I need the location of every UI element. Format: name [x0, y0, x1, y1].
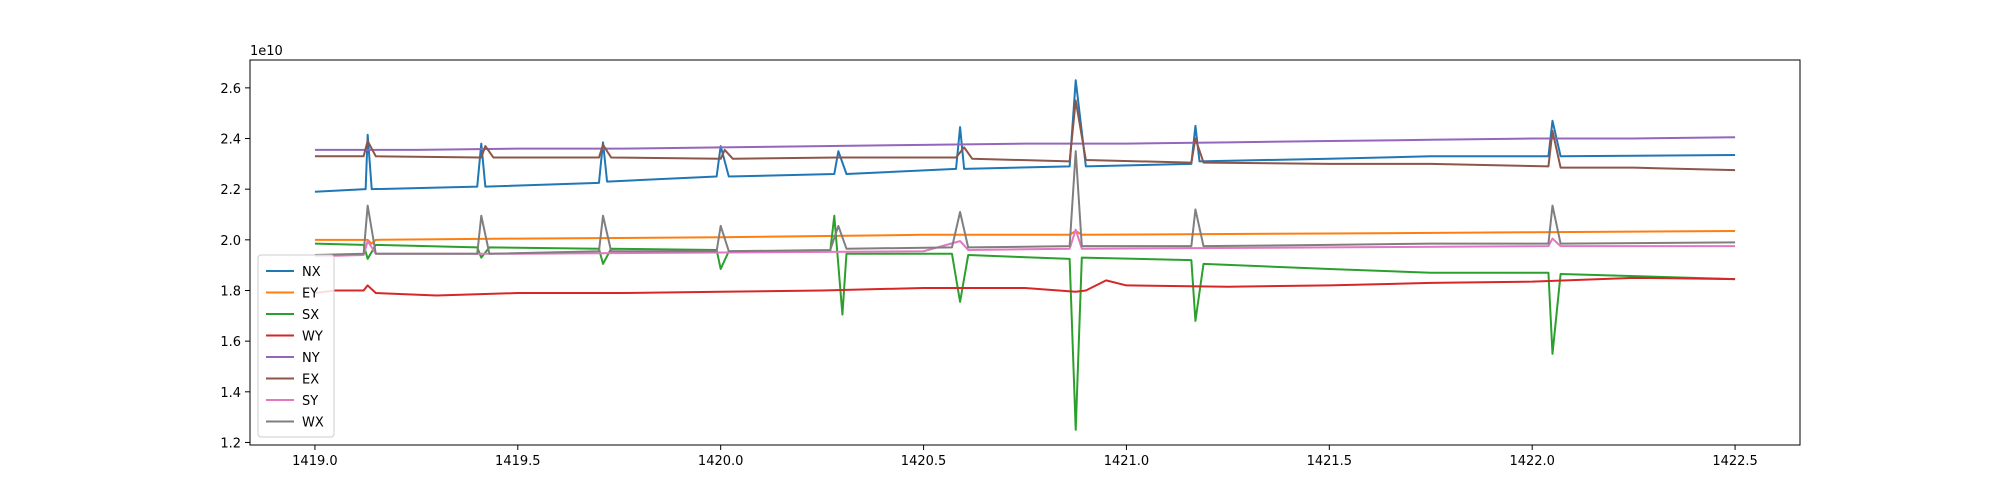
series-line-sx: [314, 214, 1736, 431]
legend-label-ex: EX: [302, 373, 319, 388]
legend-box: [257, 254, 335, 438]
x-tick-label: 1420.5: [901, 454, 947, 469]
x-tick-label: 1422.5: [1712, 454, 1758, 469]
legend-label-ey: EY: [302, 287, 318, 302]
x-tick-label: 1421.5: [1307, 454, 1353, 469]
y-tick-label: 2.6: [220, 82, 241, 97]
legend-label-nx: NX: [302, 265, 321, 280]
legend-label-wy: WY: [302, 330, 323, 345]
y-tick-label: 1.6: [220, 335, 241, 350]
y-axis: 1.2 1.4 1.6 1.8 2.0 2.2 2.4 2.6: [220, 82, 250, 451]
y-tick-label: 1.8: [220, 284, 241, 299]
legend-label-ny: NY: [302, 351, 320, 366]
series-line-ny: [314, 136, 1736, 151]
x-tick-label: 1419.0: [292, 454, 338, 469]
series-line-nx: [314, 79, 1736, 193]
x-tick-label: 1420.0: [698, 454, 744, 469]
series-line-ey: [314, 229, 1736, 245]
y-tick-label: 1.2: [220, 436, 241, 451]
series-layer: [314, 79, 1736, 431]
y-tick-label: 1.4: [220, 386, 241, 401]
x-tick-label: 1419.5: [495, 454, 541, 469]
series-line-sy: [314, 228, 1736, 258]
legend: NX EY SX WY NY EX SY WX: [257, 254, 335, 438]
x-tick-label: 1422.0: [1509, 454, 1555, 469]
legend-label-wx: WX: [302, 416, 324, 431]
x-tick-label: 1421.0: [1104, 454, 1150, 469]
series-line-wy: [314, 276, 1736, 297]
y-tick-label: 2.4: [220, 133, 241, 148]
series-line-ex: [314, 99, 1736, 172]
series-line-wx: [314, 150, 1736, 257]
y-tick-label: 2.2: [220, 183, 241, 198]
plot-frame: [249, 59, 1801, 446]
legend-label-sx: SX: [302, 308, 319, 323]
legend-label-sy: SY: [302, 394, 318, 409]
y-offset-label: 1e10: [250, 44, 283, 59]
x-axis: 1419.0 1419.5 1420.0 1420.5 1421.0 1421.5 1422…: [292, 445, 1758, 469]
y-tick-label: 2.0: [220, 234, 241, 249]
